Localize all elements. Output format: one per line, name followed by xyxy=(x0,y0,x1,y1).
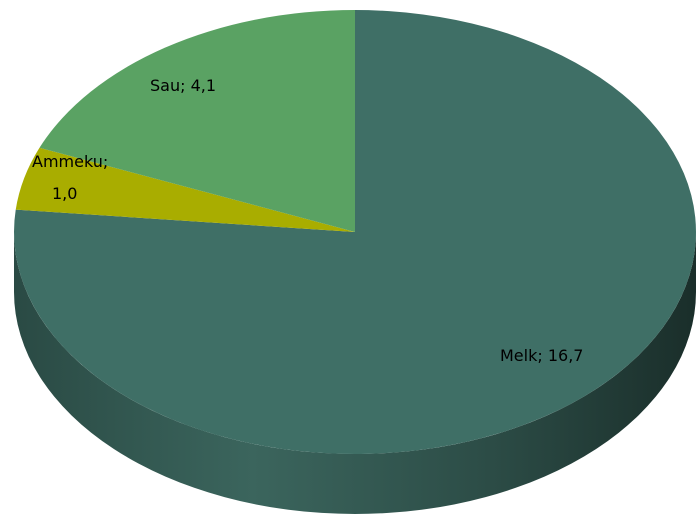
data-label-ammeku-value: 1,0 xyxy=(52,184,77,203)
pie-slice-ammeku xyxy=(15,147,356,232)
pie-data-labels: Melk; 16,7 Ammeku; 1,0 Sau; 4,1 xyxy=(32,76,583,365)
pie-side-wall xyxy=(14,232,696,514)
data-label-ammeku-name: Ammeku; xyxy=(32,152,108,171)
pie-slices xyxy=(13,10,697,454)
data-label-sau: Sau; 4,1 xyxy=(150,76,216,95)
data-label-melk: Melk; 16,7 xyxy=(500,346,583,365)
pie-slice-sau xyxy=(39,10,355,232)
pie-side-extrusion xyxy=(14,232,696,514)
